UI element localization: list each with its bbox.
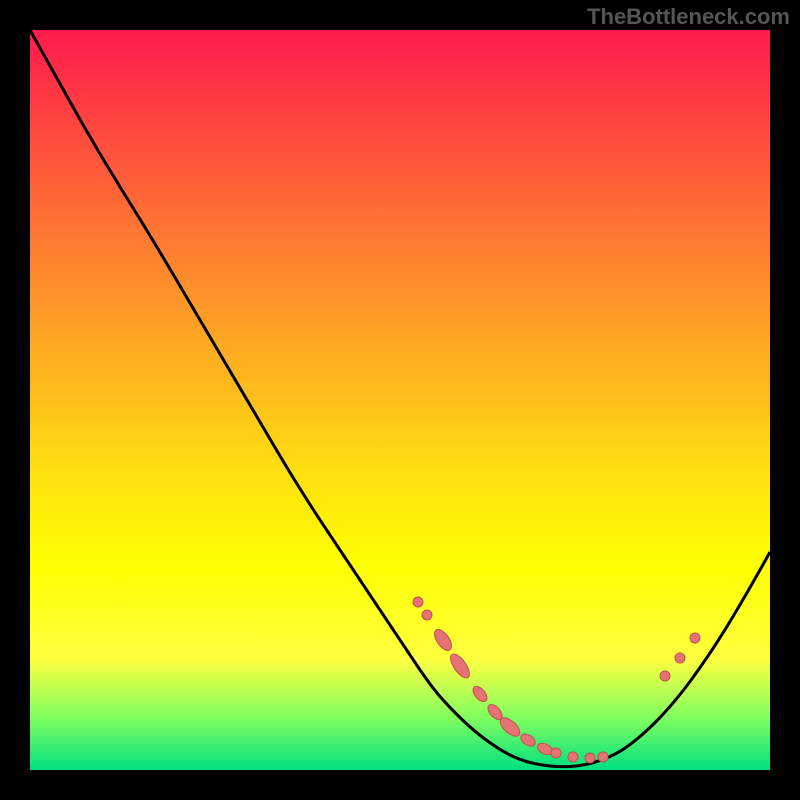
curve-marker [675,653,685,663]
curve-marker [660,671,670,681]
curve-marker [690,633,700,643]
curve-marker [447,651,473,681]
curve-marker [598,752,608,762]
curve-marker [585,753,595,763]
curve-marker [431,627,455,654]
watermark-text: TheBottleneck.com [587,4,790,30]
curve-marker [413,597,423,607]
curve-marker [519,731,538,748]
bottleneck-chart-svg [0,0,800,800]
curve-marker [422,610,432,620]
bottleneck-curve [30,30,770,767]
curve-marker [470,684,489,704]
curve-marker [568,752,578,762]
curve-marker [551,748,561,758]
